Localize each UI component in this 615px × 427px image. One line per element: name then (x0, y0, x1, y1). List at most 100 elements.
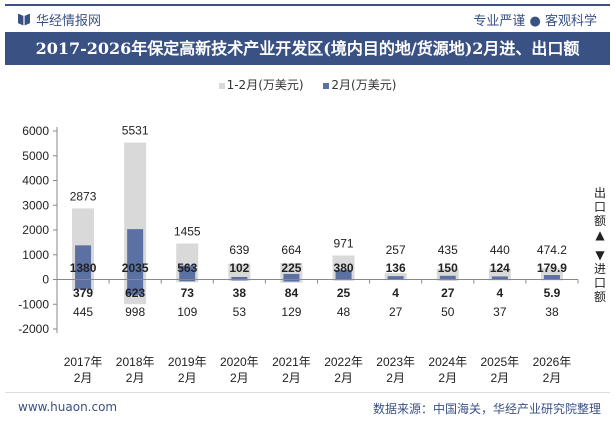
chart-title: 2017-2026年保定高新技术产业开发区(境内目的地/货源地)2月进、出口额 (5, 32, 610, 65)
label-export-cumulative: 639 (229, 243, 249, 257)
legend: 1-2月(万美元) 2月(万美元) (0, 76, 615, 93)
label-import-month: 4 (392, 286, 399, 300)
label-import-month: 5.9 (544, 286, 561, 300)
y-tick-label: 2000 (22, 223, 49, 237)
label-export-month: 1380 (70, 261, 97, 275)
source: 数据来源：中国海关，华经产业研究院整理 (372, 402, 601, 416)
label-import-cumulative: 37 (493, 305, 507, 319)
bar-cumulative (228, 263, 251, 281)
x-tick-label: 2017年 (64, 355, 103, 369)
bar-month (387, 276, 404, 280)
label-export-cumulative: 474.2 (537, 243, 567, 257)
label-import-cumulative: 129 (281, 305, 301, 319)
bar-month (491, 276, 508, 280)
y-tick-label: -1000 (18, 297, 49, 311)
up-arrow-icon: ▲ (595, 228, 605, 242)
y-tick-label: 4000 (22, 174, 49, 188)
x-tick-label: 2021年 (272, 355, 311, 369)
legend-item-month: 2月(万美元) (323, 78, 396, 92)
y-tick-label: -2000 (18, 322, 49, 336)
bar-month (439, 275, 456, 281)
y-tick-label: 1000 (22, 248, 49, 262)
y-tick-label: 6000 (22, 124, 49, 138)
x-tick-label: 2025年 (480, 355, 519, 369)
label-export-cumulative: 1455 (174, 224, 201, 238)
bar-month (127, 229, 144, 295)
top-rule (5, 4, 610, 6)
label-import-month: 84 (285, 286, 299, 300)
label-import-month: 379 (73, 286, 93, 300)
label-export-month: 563 (177, 261, 197, 275)
x-tick-label: 2026年 (533, 355, 572, 369)
x-tick-label: 2月 (543, 371, 562, 385)
brand-name: 华经情报网 (36, 14, 102, 29)
label-import-cumulative: 445 (73, 305, 93, 319)
y-tick-label: 0 (42, 273, 49, 287)
label-export-month: 124 (490, 261, 510, 275)
x-tick-label: 2023年 (376, 355, 415, 369)
export-label: 出口额 (593, 186, 606, 228)
x-tick-label: 2月 (334, 371, 353, 385)
x-tick-label: 2019年 (168, 355, 207, 369)
label-export-month: 2035 (122, 261, 149, 275)
import-side-label: ▼ 进口额 (593, 248, 607, 304)
x-tick-label: 2月 (438, 371, 457, 385)
slogan: 专业严谨 ● 客观科学 (473, 14, 597, 29)
bar-month (283, 273, 300, 282)
brand: 华经情报网 (18, 10, 101, 29)
label-export-cumulative: 440 (490, 243, 510, 257)
label-import-cumulative: 109 (177, 305, 197, 319)
x-tick-label: 2022年 (324, 355, 363, 369)
label-export-month: 380 (334, 261, 354, 275)
export-side-label: 出口额 ▲ (593, 186, 607, 242)
label-export-cumulative: 5531 (122, 124, 149, 138)
label-import-cumulative: 27 (389, 305, 403, 319)
x-tick-label: 2月 (282, 371, 301, 385)
label-import-cumulative: 50 (441, 305, 455, 319)
label-import-month: 38 (233, 286, 247, 300)
x-tick-label: 2月 (126, 371, 145, 385)
x-tick-label: 2024年 (428, 355, 467, 369)
label-import-cumulative: 53 (233, 305, 247, 319)
legend-swatch (218, 82, 225, 89)
label-export-month: 136 (386, 261, 406, 275)
label-import-cumulative: 38 (545, 305, 559, 319)
label-export-cumulative: 971 (334, 236, 354, 250)
label-import-cumulative: 48 (337, 305, 351, 319)
x-tick-label: 2月 (386, 371, 405, 385)
bar-month (75, 245, 92, 289)
x-tick-label: 2月 (178, 371, 197, 385)
label-export-cumulative: 2873 (70, 189, 97, 203)
label-import-month: 623 (125, 286, 145, 300)
x-tick-label: 2020年 (220, 355, 259, 369)
bar-month (335, 270, 352, 281)
y-tick-label: 3000 (22, 198, 49, 212)
x-tick-label: 2月 (491, 371, 510, 385)
bar-month (543, 275, 560, 280)
label-import-month: 4 (497, 286, 504, 300)
website: www.huaon.com (18, 400, 118, 414)
legend-label: 2月(万美元) (331, 78, 397, 92)
x-tick-label: 2月 (74, 371, 93, 385)
bar-month (231, 276, 248, 281)
label-export-month: 102 (229, 261, 249, 275)
label-import-cumulative: 998 (125, 305, 145, 319)
import-label: 进口额 (593, 262, 606, 304)
legend-label: 1-2月(万美元) (226, 78, 304, 92)
legend-swatch (323, 82, 330, 89)
x-tick-label: 2月 (230, 371, 249, 385)
bar-month (179, 265, 196, 282)
label-export-cumulative: 257 (386, 243, 406, 257)
label-export-cumulative: 664 (281, 243, 301, 257)
footer-rule (5, 392, 610, 393)
bar-cumulative (488, 268, 511, 281)
y-tick-label: 5000 (22, 149, 49, 163)
label-import-month: 25 (337, 286, 351, 300)
label-export-month: 150 (438, 261, 458, 275)
x-tick-label: 2018年 (116, 355, 155, 369)
legend-item-cumulative: 1-2月(万美元) (218, 78, 304, 92)
label-export-cumulative: 435 (438, 243, 458, 257)
label-import-month: 73 (181, 286, 195, 300)
label-export-month: 225 (281, 261, 301, 275)
